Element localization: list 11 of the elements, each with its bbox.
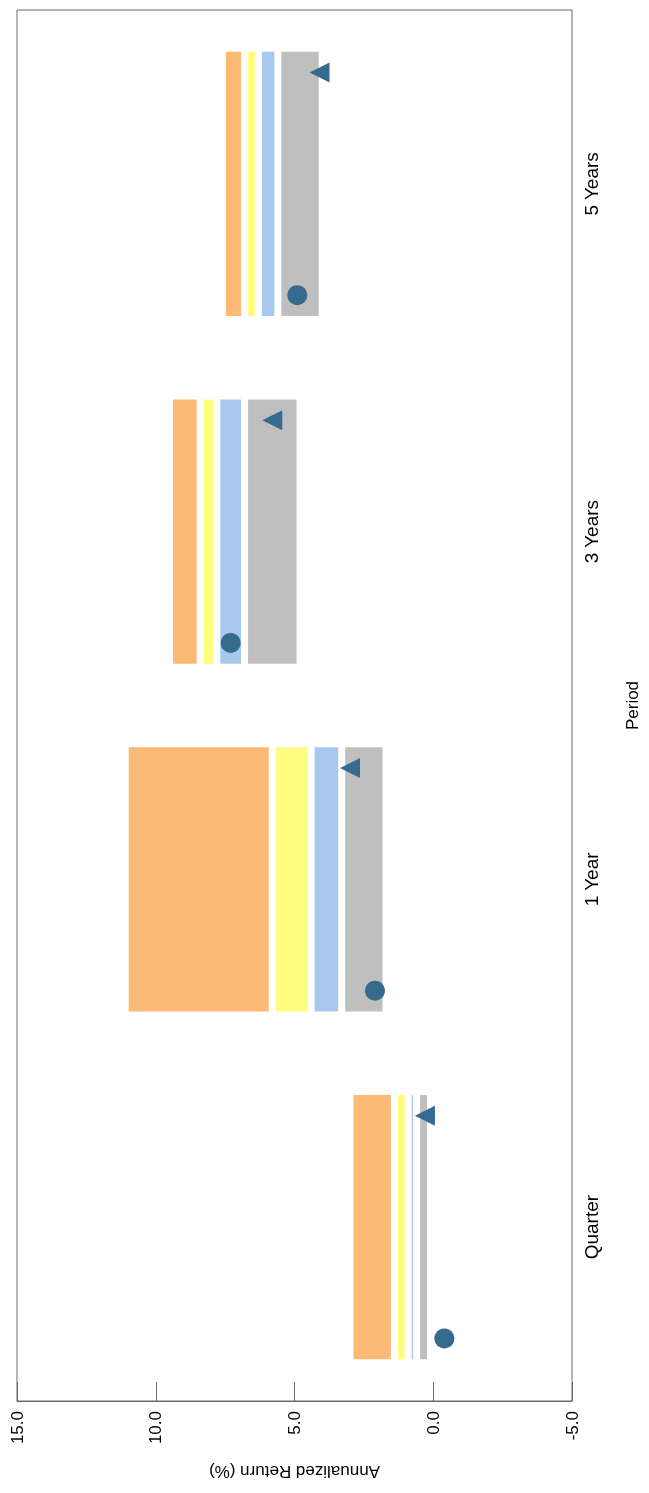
y-tick-label: Quarter: [581, 1194, 602, 1260]
y-axis-title: Period: [623, 680, 642, 731]
x-tick-label: 0.0: [423, 1411, 443, 1435]
y-tick-label: 1 Year: [581, 851, 602, 907]
x-axis-title: Annualized Return (%): [208, 1462, 381, 1481]
x-tick-label: 10.0: [146, 1411, 166, 1445]
y-tick-label: 5 Years: [581, 152, 602, 216]
x-tick-label: 5.0: [285, 1411, 304, 1435]
x-tick-label: 15.0: [7, 1411, 27, 1445]
y-tick-label: 3 Years: [581, 499, 602, 564]
x-tick-label: -5.0: [562, 1411, 582, 1441]
